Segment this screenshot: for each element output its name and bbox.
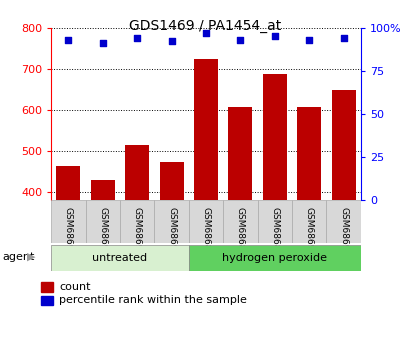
Text: ▶: ▶ bbox=[27, 252, 35, 262]
Text: GDS1469 / PA1454_at: GDS1469 / PA1454_at bbox=[128, 19, 281, 33]
Text: GSM68692: GSM68692 bbox=[64, 207, 73, 256]
Text: GSM68690: GSM68690 bbox=[304, 207, 313, 256]
Bar bbox=[189, 245, 360, 271]
Bar bbox=[120, 200, 154, 243]
Point bbox=[65, 37, 72, 42]
Point bbox=[305, 37, 312, 42]
Bar bbox=[125, 145, 149, 200]
Point bbox=[236, 37, 243, 42]
Bar bbox=[262, 75, 286, 200]
Text: agent: agent bbox=[2, 252, 34, 262]
Bar bbox=[85, 200, 120, 243]
Bar bbox=[90, 179, 115, 200]
Bar bbox=[222, 200, 257, 243]
Text: GSM68688: GSM68688 bbox=[235, 207, 244, 256]
Text: GSM68691: GSM68691 bbox=[338, 207, 347, 256]
Text: GSM68687: GSM68687 bbox=[201, 207, 210, 256]
Bar bbox=[297, 107, 321, 200]
Point bbox=[339, 35, 346, 41]
Bar bbox=[331, 90, 355, 200]
Text: GSM68694: GSM68694 bbox=[133, 207, 142, 256]
Point bbox=[134, 35, 140, 41]
Bar bbox=[154, 200, 189, 243]
Bar bbox=[326, 200, 360, 243]
Bar bbox=[51, 245, 189, 271]
Text: GSM68689: GSM68689 bbox=[270, 207, 279, 256]
Bar bbox=[291, 200, 326, 243]
Bar bbox=[228, 107, 252, 200]
Bar bbox=[159, 162, 183, 200]
Point bbox=[99, 40, 106, 46]
Bar bbox=[56, 166, 80, 200]
Point bbox=[168, 39, 175, 44]
Text: GSM68693: GSM68693 bbox=[98, 207, 107, 256]
Bar bbox=[189, 200, 222, 243]
Point bbox=[271, 33, 277, 39]
Text: untreated: untreated bbox=[92, 253, 147, 263]
Bar bbox=[257, 200, 291, 243]
Text: hydrogen peroxide: hydrogen peroxide bbox=[222, 253, 326, 263]
Bar bbox=[193, 59, 218, 200]
Text: percentile rank within the sample: percentile rank within the sample bbox=[59, 296, 247, 305]
Bar bbox=[51, 200, 85, 243]
Text: GSM68695: GSM68695 bbox=[167, 207, 176, 256]
Point bbox=[202, 30, 209, 36]
Text: count: count bbox=[59, 282, 91, 292]
